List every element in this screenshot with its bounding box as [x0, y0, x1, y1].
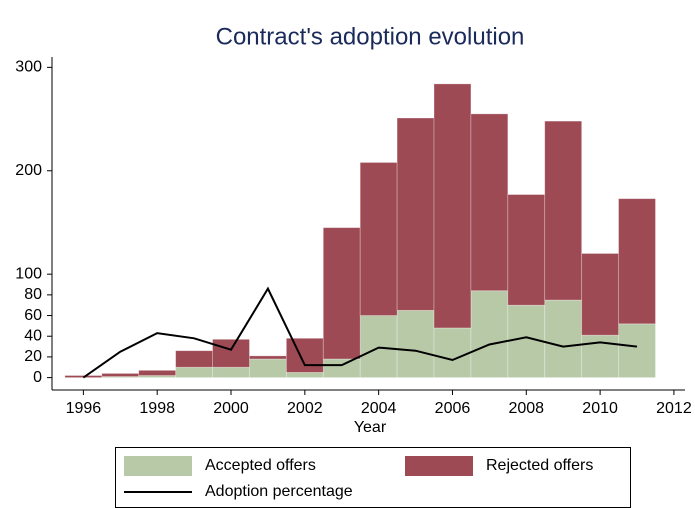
bar [396, 117, 435, 311]
y-tick-label: 300 [15, 59, 42, 76]
bar [175, 366, 213, 378]
bar [138, 369, 177, 376]
y-tick-label: 20 [24, 348, 42, 365]
bar [285, 337, 324, 373]
y-tick-label: 40 [24, 327, 42, 344]
y-tick-label: 0 [33, 369, 42, 386]
bar [249, 358, 287, 378]
bar [249, 355, 287, 360]
bar [322, 227, 361, 360]
y-tick-label: 60 [24, 307, 42, 324]
x-tick-label: 2008 [508, 400, 544, 417]
legend-swatch [405, 456, 473, 476]
bar [322, 358, 361, 378]
legend-swatch [124, 456, 192, 476]
x-tick-label: 2004 [361, 400, 397, 417]
bar [581, 253, 619, 336]
bar [544, 299, 583, 378]
x-tick-label: 2012 [656, 400, 692, 417]
bar [359, 315, 398, 378]
bar [544, 120, 583, 301]
bar [470, 113, 509, 292]
bar [285, 372, 324, 378]
bar [470, 290, 509, 378]
bar [101, 373, 140, 377]
line [82, 286, 638, 379]
bar [433, 83, 472, 329]
bar [396, 309, 435, 378]
x-tick-label: 1998 [139, 400, 175, 417]
x-tick-label: 2010 [582, 400, 618, 417]
y-tick-label: 200 [15, 162, 42, 179]
bar [359, 162, 398, 316]
legend-label: Rejected offers [486, 457, 593, 474]
bar [433, 327, 472, 378]
y-tick-label: 80 [24, 286, 42, 303]
bar [175, 350, 213, 368]
x-axis-label: Year [354, 419, 387, 436]
chart-title: Contract's adoption evolution [216, 23, 525, 50]
bar [507, 194, 546, 306]
legend-box [115, 447, 631, 508]
x-tick-label: 2000 [213, 400, 249, 417]
bar [212, 338, 250, 368]
x-tick-label: 2002 [287, 400, 323, 417]
bar [618, 323, 656, 378]
x-tick-label: 1996 [66, 400, 102, 417]
bar [212, 366, 250, 378]
legend-label: Accepted offers [205, 457, 316, 474]
bar [618, 198, 656, 325]
x-tick-label: 2006 [435, 400, 471, 417]
legend-label: Adoption percentage [205, 483, 353, 500]
y-tick-label: 100 [15, 265, 42, 282]
